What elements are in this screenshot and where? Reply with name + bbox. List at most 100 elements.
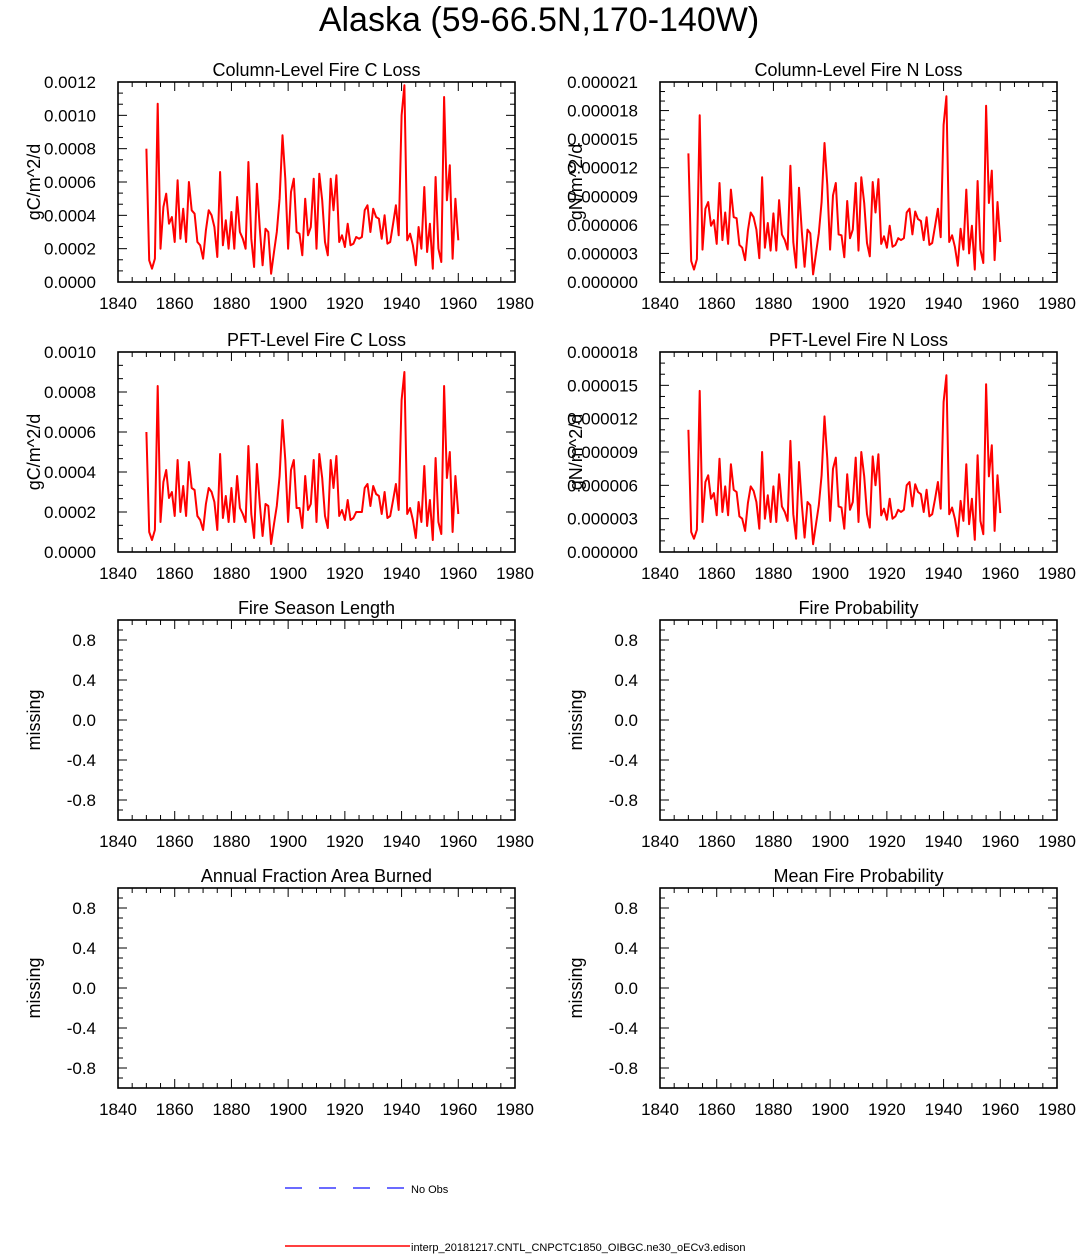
x-tick-label: 1920: [868, 294, 906, 313]
x-tick-label: 1980: [496, 564, 534, 583]
y-tick-label: -0.8: [609, 791, 638, 810]
y-tick-label: 0.0: [72, 711, 96, 730]
x-tick-label: 1960: [439, 1100, 477, 1119]
y-tick-label: 0.0: [72, 979, 96, 998]
x-tick-label: 1980: [1038, 1100, 1076, 1119]
y-tick-label: -0.8: [609, 1059, 638, 1078]
y-tick-label: 0.000012: [567, 410, 638, 429]
x-tick-label: 1900: [811, 564, 849, 583]
y-tick-label: 0.0012: [44, 73, 96, 92]
x-tick-label: 1960: [981, 1100, 1019, 1119]
y-tick-label: 0.8: [72, 899, 96, 918]
y-axis-label: gC/m^2/d: [24, 144, 44, 220]
series-line-0: [145, 371, 460, 545]
y-axis-label: gC/m^2/d: [24, 414, 44, 490]
y-axis-label: missing: [566, 957, 586, 1018]
panel-column-level-fire-n-loss: Column-Level Fire N Loss gN/m^2/d 1840 1860…: [566, 60, 1076, 313]
plot-frame: [659, 81, 1058, 283]
x-tick-label: 1840: [99, 294, 137, 313]
y-tick-label: 0.0008: [44, 383, 96, 402]
x-tick-label: 1920: [326, 294, 364, 313]
y-axis-label: gN/m^2/d: [566, 414, 586, 490]
x-tick-label: 1860: [698, 1100, 736, 1119]
x-tick-label: 1880: [755, 1100, 793, 1119]
y-tick-label: 0.0004: [44, 206, 96, 225]
x-tick-label: 1880: [755, 832, 793, 851]
x-tick-label: 1840: [99, 564, 137, 583]
panel-fire-season-length: Fire Season Length missing 1840 1860 1880 190…: [24, 598, 534, 851]
plot-frame: [659, 619, 1058, 821]
chart-title: PFT-Level Fire C Loss: [227, 330, 406, 350]
y-tick-label: -0.4: [609, 1019, 638, 1038]
series-line-0: [145, 84, 460, 275]
y-axis-label: missing: [566, 689, 586, 750]
y-tick-label: 0.000009: [567, 443, 638, 462]
x-tick-label: 1860: [698, 832, 736, 851]
y-tick-label: 0.000018: [567, 102, 638, 121]
x-tick-label: 1880: [213, 832, 251, 851]
x-tick-label: 1960: [439, 832, 477, 851]
chart-title: Fire Season Length: [238, 598, 395, 618]
x-tick-label: 1840: [641, 564, 679, 583]
x-tick-label: 1880: [755, 564, 793, 583]
x-tick-label: 1960: [439, 564, 477, 583]
panel-grid: Column-Level Fire C Loss gC/m^2/d 1840 1860…: [24, 60, 1076, 1119]
y-tick-label: 0.000018: [567, 343, 638, 362]
chart-title: PFT-Level Fire N Loss: [769, 330, 948, 350]
x-tick-label: 1960: [981, 564, 1019, 583]
x-tick-label: 1860: [156, 832, 194, 851]
chart-title: Column-Level Fire C Loss: [212, 60, 420, 80]
chart-title: Fire Probability: [798, 598, 918, 618]
x-tick-label: 1860: [156, 564, 194, 583]
plot-frame: [117, 887, 516, 1089]
x-tick-label: 1940: [383, 832, 421, 851]
x-tick-label: 1940: [925, 294, 963, 313]
x-tick-label: 1920: [868, 1100, 906, 1119]
panel-fire-probability: Fire Probability missing 1840 1860 1880 1900 1…: [566, 598, 1076, 851]
x-tick-label: 1900: [811, 1100, 849, 1119]
legend-obs-label: No Obs: [411, 1184, 449, 1196]
chart-title: Mean Fire Probability: [773, 866, 943, 886]
panel-column-level-fire-c-loss: Column-Level Fire C Loss gC/m^2/d 1840 1860…: [24, 60, 534, 313]
y-tick-label: 0.0002: [44, 503, 96, 522]
y-tick-label: 0.000012: [567, 159, 638, 178]
x-tick-label: 1840: [641, 832, 679, 851]
series-line-0: [687, 95, 1002, 276]
y-axis-label: missing: [24, 689, 44, 750]
x-tick-label: 1880: [755, 294, 793, 313]
y-axis-label: missing: [24, 957, 44, 1018]
y-tick-label: 0.000009: [567, 187, 638, 206]
y-axis-label: gN/m^2/d: [566, 144, 586, 220]
y-tick-label: 0.000000: [567, 543, 638, 562]
y-tick-label: 0.0008: [44, 140, 96, 159]
x-tick-label: 1840: [99, 1100, 137, 1119]
y-tick-label: 0.0010: [44, 343, 96, 362]
y-tick-label: 0.0000: [44, 543, 96, 562]
y-tick-label: 0.000000: [567, 273, 638, 292]
y-tick-label: 0.0004: [44, 463, 96, 482]
y-tick-label: -0.4: [67, 751, 96, 770]
y-tick-label: 0.000021: [567, 73, 638, 92]
legend: No Obs interp_20181217.CNTL_CNPCTC1850_O…: [285, 1184, 745, 1254]
x-tick-label: 1980: [1038, 564, 1076, 583]
plot-frame: [117, 619, 516, 821]
x-tick-label: 1920: [326, 564, 364, 583]
y-tick-label: 0.000003: [567, 510, 638, 529]
x-tick-label: 1940: [383, 294, 421, 313]
x-tick-label: 1980: [496, 832, 534, 851]
y-tick-label: 0.4: [614, 939, 638, 958]
x-tick-label: 1980: [496, 1100, 534, 1119]
x-tick-label: 1900: [269, 294, 307, 313]
panel-pft-level-fire-n-loss: PFT-Level Fire N Loss gN/m^2/d 1840 1860 188…: [566, 330, 1076, 583]
chart-title: Column-Level Fire N Loss: [754, 60, 962, 80]
x-tick-label: 1920: [868, 564, 906, 583]
y-tick-label: -0.8: [67, 791, 96, 810]
y-tick-label: 0.0: [614, 711, 638, 730]
x-tick-label: 1840: [641, 294, 679, 313]
x-tick-label: 1860: [156, 294, 194, 313]
y-tick-label: 0.0010: [44, 106, 96, 125]
y-tick-label: 0.000003: [567, 244, 638, 263]
y-tick-label: 0.8: [72, 631, 96, 650]
x-tick-label: 1860: [156, 1100, 194, 1119]
